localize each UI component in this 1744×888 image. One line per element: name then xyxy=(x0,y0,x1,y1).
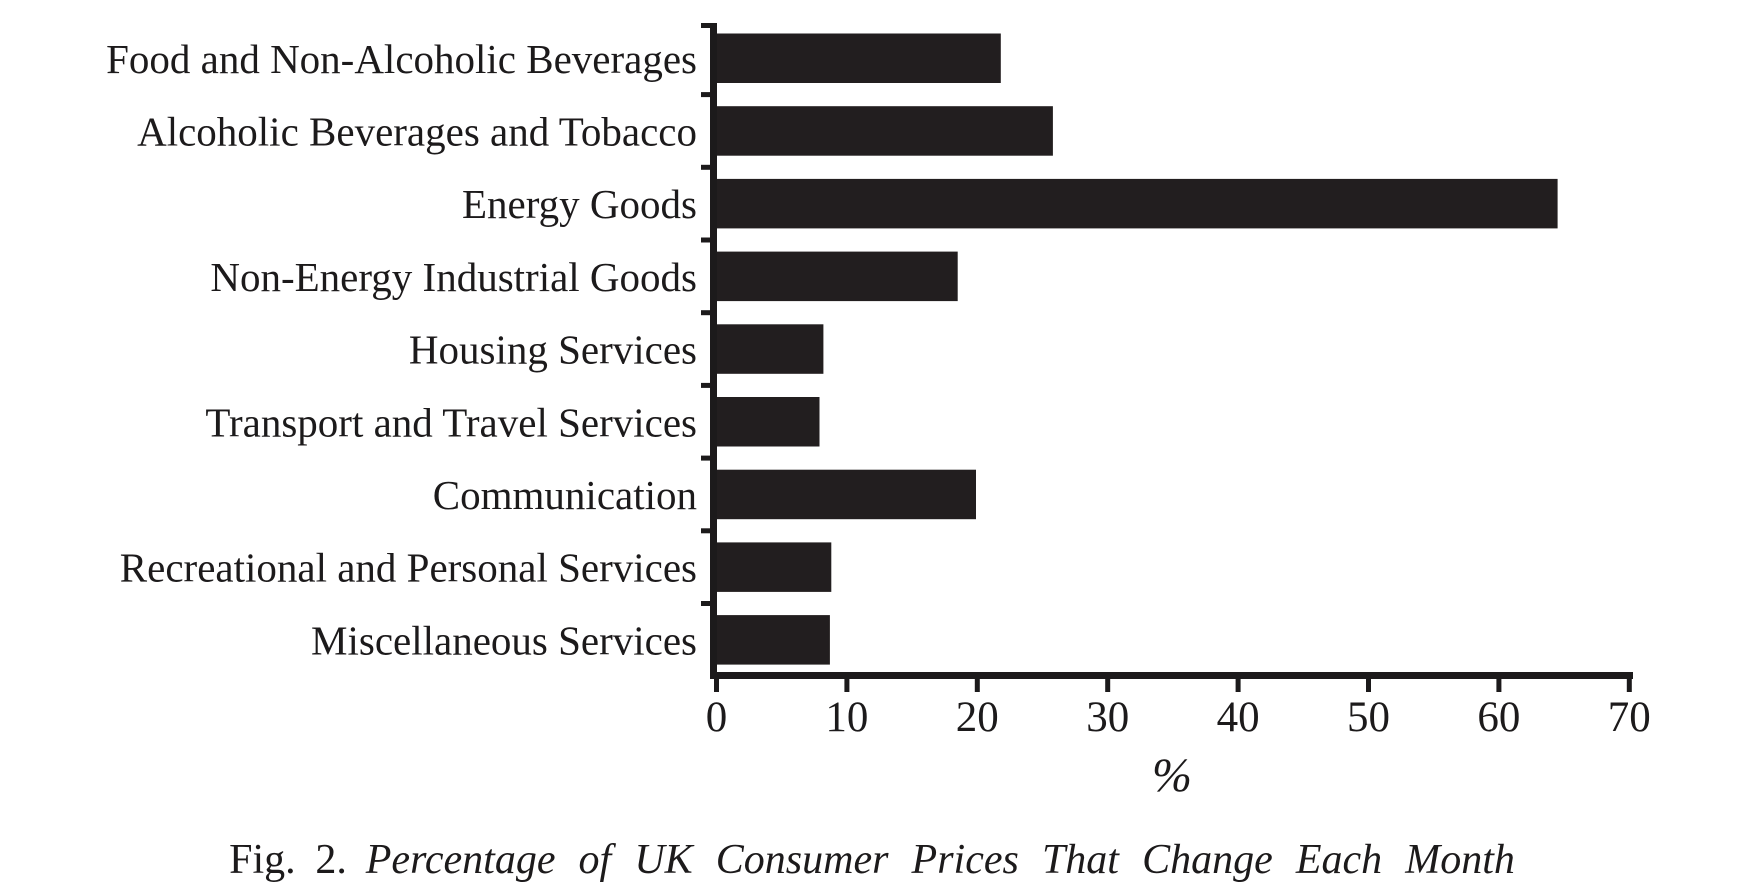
bar xyxy=(716,324,824,374)
bar xyxy=(716,33,1001,83)
bar xyxy=(716,615,830,665)
x-tick-label: 70 xyxy=(1608,694,1651,741)
category-label: Transport and Travel Services xyxy=(205,399,697,445)
category-label: Non-Energy Industrial Goods xyxy=(210,254,697,300)
bar-chart: 0 10 20 30 40 50 60 70 Food and Non-Alcoholic Be… xyxy=(106,23,1651,741)
y-tick xyxy=(701,92,717,98)
category-label: Energy Goods xyxy=(462,181,697,227)
caption-prefix: Fig. 2. xyxy=(229,837,347,883)
x-tick xyxy=(844,679,850,692)
category-label: Miscellaneous Services xyxy=(311,617,697,663)
y-axis-line xyxy=(710,23,717,679)
category-label: Recreational and Personal Services xyxy=(120,545,697,591)
category-label: Alcoholic Beverages and Tobacco xyxy=(137,108,697,154)
y-tick xyxy=(701,164,717,170)
x-tick xyxy=(1496,679,1502,692)
y-tick xyxy=(701,528,717,534)
bar xyxy=(716,106,1053,156)
x-tick xyxy=(974,679,980,692)
bar xyxy=(716,397,820,447)
y-tick xyxy=(701,601,717,606)
x-tick-label: 60 xyxy=(1477,694,1520,741)
x-tick-label: 10 xyxy=(825,694,868,741)
category-label: Housing Services xyxy=(409,327,697,373)
y-tick xyxy=(701,382,717,388)
category-label: Food and Non-Alcoholic Beverages xyxy=(106,36,697,82)
x-tick-label: 20 xyxy=(956,694,999,741)
bar xyxy=(716,542,832,592)
x-tick xyxy=(714,679,719,692)
x-axis-line xyxy=(710,672,1633,679)
x-tick-label: 50 xyxy=(1347,694,1390,741)
x-tick-label: 30 xyxy=(1086,694,1129,741)
figure-caption: Fig. 2. Percentage of UK Consumer Prices … xyxy=(0,836,1744,884)
x-tick xyxy=(1366,679,1371,692)
x-tick xyxy=(1235,679,1241,692)
x-tick xyxy=(1626,679,1632,692)
x-tick-label: 40 xyxy=(1217,694,1260,741)
bar xyxy=(716,469,976,520)
y-tick xyxy=(701,310,717,316)
bar xyxy=(716,251,958,302)
x-tick xyxy=(1105,679,1111,692)
y-tick xyxy=(701,237,717,243)
caption-title: Percentage of UK Consumer Prices That Ch… xyxy=(365,837,1515,883)
category-label: Communication xyxy=(433,472,697,518)
x-axis-label: % xyxy=(1152,749,1193,802)
x-tick-label: 0 xyxy=(706,694,728,741)
bar xyxy=(716,178,1558,229)
y-tick xyxy=(701,455,717,461)
y-tick xyxy=(701,23,717,28)
